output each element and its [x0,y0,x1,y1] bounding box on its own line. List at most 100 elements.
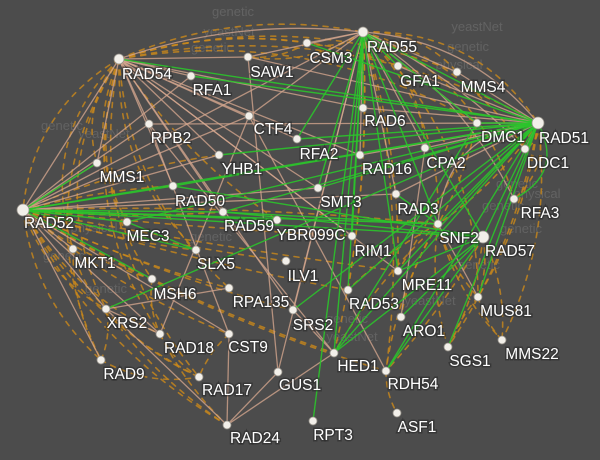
node-label-ILV1[interactable]: ILV1 [286,267,320,287]
node-label-RFA1[interactable]: RFA1 [191,81,233,101]
node-label-RAD3[interactable]: RAD3 [396,200,440,220]
node-MUS81[interactable] [473,292,483,302]
node-label-GUS1[interactable]: GUS1 [277,376,322,396]
node-RAD52[interactable] [16,203,30,217]
node-RAD55[interactable] [357,26,369,38]
node-RAD51[interactable] [531,116,545,130]
node-label-RAD17[interactable]: RAD17 [201,381,254,401]
node-label-ASF1[interactable]: ASF1 [396,418,438,438]
node-RAD16[interactable] [355,150,365,160]
node-SAW1[interactable] [243,52,253,62]
node-RAD18[interactable] [155,329,165,339]
node-label-RAD53[interactable]: RAD53 [348,295,401,315]
node-label-RPA135[interactable]: RPA135 [231,293,291,313]
node-label-RIM1[interactable]: RIM1 [353,242,393,262]
node-RAD17[interactable] [194,372,204,382]
node-RAD59[interactable] [218,207,228,217]
node-label-SGS1[interactable]: SGS1 [448,352,492,372]
node-label-SLX5[interactable]: SLX5 [196,255,237,275]
node-RDH54[interactable] [381,366,391,376]
node-SGS1[interactable] [443,342,453,352]
node-label-RAD52[interactable]: RAD52 [23,214,76,234]
node-label-RFA2[interactable]: RFA2 [298,145,340,165]
node-label-RPB2[interactable]: RPB2 [149,129,193,149]
node-HED1[interactable] [329,348,339,358]
node-label-SRS2[interactable]: SRS2 [291,316,335,336]
node-CSM3[interactable] [302,38,312,48]
node-label-MMS1[interactable]: MMS1 [98,168,146,188]
node-SRS2[interactable] [288,305,298,315]
node-label-GFA1[interactable]: GFA1 [399,72,442,92]
node-label-MMS22[interactable]: MMS22 [504,345,560,365]
node-RAD24[interactable] [222,420,232,430]
node-RPA135[interactable] [224,283,234,293]
node-ARO1[interactable] [396,312,406,322]
node-label-DDC1[interactable]: DDC1 [525,154,570,174]
node-label-CTF4[interactable]: CTF4 [252,120,294,140]
node-YBR099C[interactable] [272,215,282,225]
node-label-MSH6[interactable]: MSH6 [152,285,198,305]
node-MSH6[interactable] [147,274,157,284]
node-RIM1[interactable] [347,231,357,241]
node-label-RAD16[interactable]: RAD16 [361,160,414,180]
node-DMC1[interactable] [472,118,482,128]
node-MEC3[interactable] [122,217,132,227]
node-RPT3[interactable] [308,416,318,426]
node-label-RAD18[interactable]: RAD18 [163,339,216,359]
node-RAD3[interactable] [391,189,401,199]
node-RAD50[interactable] [168,181,178,191]
node-label-HED1[interactable]: HED1 [336,357,380,377]
node-label-MRE11[interactable]: MRE11 [400,276,454,296]
node-label-RAD9[interactable]: RAD9 [102,365,146,385]
node-label-SMT3[interactable]: SMT3 [319,193,363,213]
node-label-RAD51[interactable]: RAD51 [538,129,591,149]
node-label-CST9[interactable]: CST9 [227,338,270,358]
node-SMT3[interactable] [313,183,323,193]
node-label-RDH54[interactable]: RDH54 [386,375,440,395]
node-label-SNF2[interactable]: SNF2 [438,229,481,249]
node-RPB2[interactable] [144,119,154,129]
node-RAD9[interactable] [96,355,106,365]
node-RAD57[interactable] [476,230,490,244]
node-label-RAD54[interactable]: RAD54 [121,65,174,85]
node-SNF2[interactable] [433,219,443,229]
node-label-MKT1[interactable]: MKT1 [73,254,117,274]
node-label-YBR099C[interactable]: YBR099C [275,226,347,246]
node-RFA1[interactable] [186,71,196,81]
node-CPA2[interactable] [420,143,430,153]
node-MMS4[interactable] [452,67,462,77]
node-DDC1[interactable] [520,144,530,154]
node-label-RPT3[interactable]: RPT3 [312,426,355,446]
node-RFA2[interactable] [292,134,302,144]
node-label-CPA2[interactable]: CPA2 [425,154,467,174]
node-MKT1[interactable] [68,244,78,254]
node-label-MEC3[interactable]: MEC3 [125,227,171,247]
node-label-RAD50[interactable]: RAD50 [174,192,227,212]
node-label-RAD6[interactable]: RAD6 [363,112,407,132]
node-label-RAD59[interactable]: RAD59 [223,217,276,237]
node-MMS1[interactable] [92,158,102,168]
node-XRS2[interactable] [101,304,111,314]
node-label-ARO1[interactable]: ARO1 [401,322,446,342]
node-GFA1[interactable] [393,61,403,71]
node-label-RAD55[interactable]: RAD55 [366,38,419,58]
node-label-RFA3[interactable]: RFA3 [519,204,561,224]
node-GUS1[interactable] [273,367,283,377]
node-RFA3[interactable] [509,194,519,204]
node-RAD6[interactable] [358,103,368,113]
node-label-YHB1[interactable]: YHB1 [220,160,264,180]
node-label-MMS4[interactable]: MMS4 [459,78,507,98]
node-ASF1[interactable] [392,408,402,418]
node-label-RAD24[interactable]: RAD24 [229,429,282,449]
node-SLX5[interactable] [191,245,201,255]
node-CST9[interactable] [224,329,234,339]
node-CTF4[interactable] [244,111,254,121]
node-MRE11[interactable] [393,266,403,276]
node-label-CSM3[interactable]: CSM3 [308,49,354,69]
node-label-RAD57[interactable]: RAD57 [484,242,537,262]
node-MMS22[interactable] [497,335,507,345]
node-label-XRS2[interactable]: XRS2 [105,314,149,334]
node-label-MUS81[interactable]: MUS81 [479,302,534,322]
node-RAD53[interactable] [343,285,353,295]
